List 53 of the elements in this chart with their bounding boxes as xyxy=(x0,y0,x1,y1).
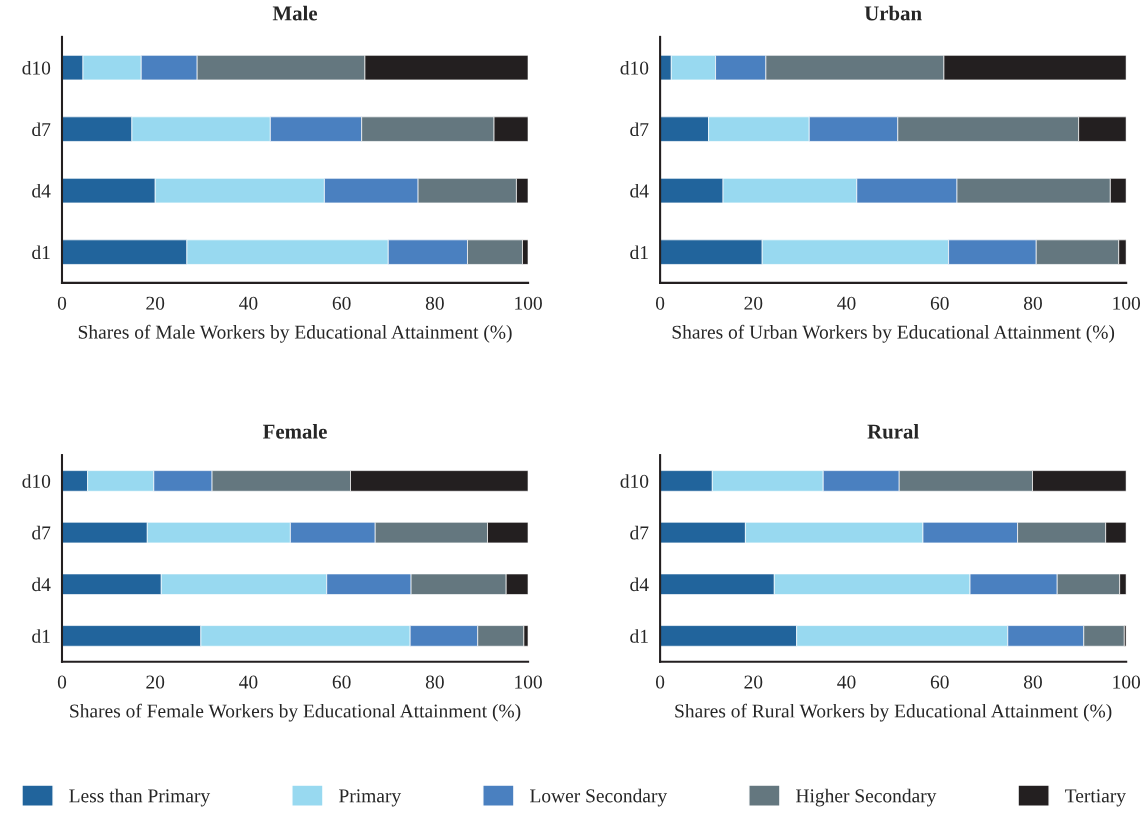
x-tick-label: 100 xyxy=(515,675,542,689)
x-tick-label: 20 xyxy=(744,296,763,310)
x-axis-title: Shares of Male Workers by Educational Attainment (%) xyxy=(78,324,512,343)
x-tick-label: 40 xyxy=(837,675,856,689)
y-tick-label: d1 xyxy=(630,629,648,643)
x-tick-label: 0 xyxy=(57,675,67,689)
x-tick-label: 80 xyxy=(1023,675,1042,689)
x-tick-label: 0 xyxy=(57,296,67,310)
x-tick-label: 60 xyxy=(930,296,949,310)
x-tick-label: 80 xyxy=(425,675,444,689)
y-tick-label: d7 xyxy=(32,525,51,540)
x-tick-label: 0 xyxy=(655,675,665,689)
x-tick-label: 60 xyxy=(332,296,351,310)
x-axis-title: Shares of Female Workers by Educational Attainment (%) xyxy=(70,703,521,722)
x-tick-label: 100 xyxy=(515,296,542,310)
x-tick-label: 80 xyxy=(425,296,444,310)
x-tick-label: 60 xyxy=(332,675,351,689)
y-tick-label: d10 xyxy=(22,60,51,75)
x-tick-label: 100 xyxy=(1113,296,1141,310)
chart-title: Urban xyxy=(864,5,922,21)
x-tick-label: 60 xyxy=(930,675,949,689)
y-tick-label: d1 xyxy=(32,245,50,260)
y-tick-label: d4 xyxy=(32,577,51,592)
x-axis-title: Shares of Rural Workers by Educational Attainment (%) xyxy=(675,703,1112,722)
x-tick-label: 80 xyxy=(1023,296,1042,310)
chart-title: Rural xyxy=(867,423,919,439)
y-tick-label: d1 xyxy=(630,245,648,260)
y-tick-label: d4 xyxy=(630,577,649,592)
y-tick-label: d10 xyxy=(620,474,649,488)
x-tick-label: 20 xyxy=(146,296,165,310)
y-tick-label: d4 xyxy=(32,183,51,198)
x-axis-title: Shares of Urban Workers by Educational Attainment (%) xyxy=(672,324,1115,343)
x-tick-label: 0 xyxy=(655,296,665,310)
x-tick-label: 40 xyxy=(239,675,258,689)
x-tick-label: 100 xyxy=(1113,675,1141,689)
legend-label: Higher Secondary xyxy=(796,788,937,807)
y-tick-label: d1 xyxy=(32,629,50,643)
y-tick-label: d7 xyxy=(32,122,51,137)
y-tick-label: d10 xyxy=(620,60,649,75)
y-tick-label: d7 xyxy=(630,525,649,540)
legend-label: Primary xyxy=(339,789,402,807)
y-tick-label: d10 xyxy=(22,474,51,488)
legend-label: Tertiary xyxy=(1065,789,1126,807)
legend-label: Less than Primary xyxy=(69,788,211,807)
y-tick-label: d7 xyxy=(630,122,649,137)
x-tick-label: 40 xyxy=(239,296,258,310)
y-tick-label: d4 xyxy=(630,183,649,198)
x-tick-label: 20 xyxy=(146,675,165,689)
legend-label: Lower Secondary xyxy=(530,788,668,807)
x-tick-label: 40 xyxy=(837,296,856,310)
x-tick-label: 20 xyxy=(744,675,763,689)
chart-title: Male xyxy=(272,5,318,21)
chart-title: Female xyxy=(263,423,327,439)
